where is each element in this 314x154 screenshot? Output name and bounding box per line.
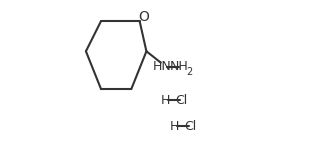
Text: H: H [161,94,171,107]
Text: H: H [170,120,180,133]
Text: NH: NH [170,60,189,73]
Text: Cl: Cl [175,94,187,107]
Text: Cl: Cl [184,120,196,133]
Text: 2: 2 [187,67,193,77]
Text: HN: HN [153,60,172,73]
Text: O: O [139,10,149,24]
